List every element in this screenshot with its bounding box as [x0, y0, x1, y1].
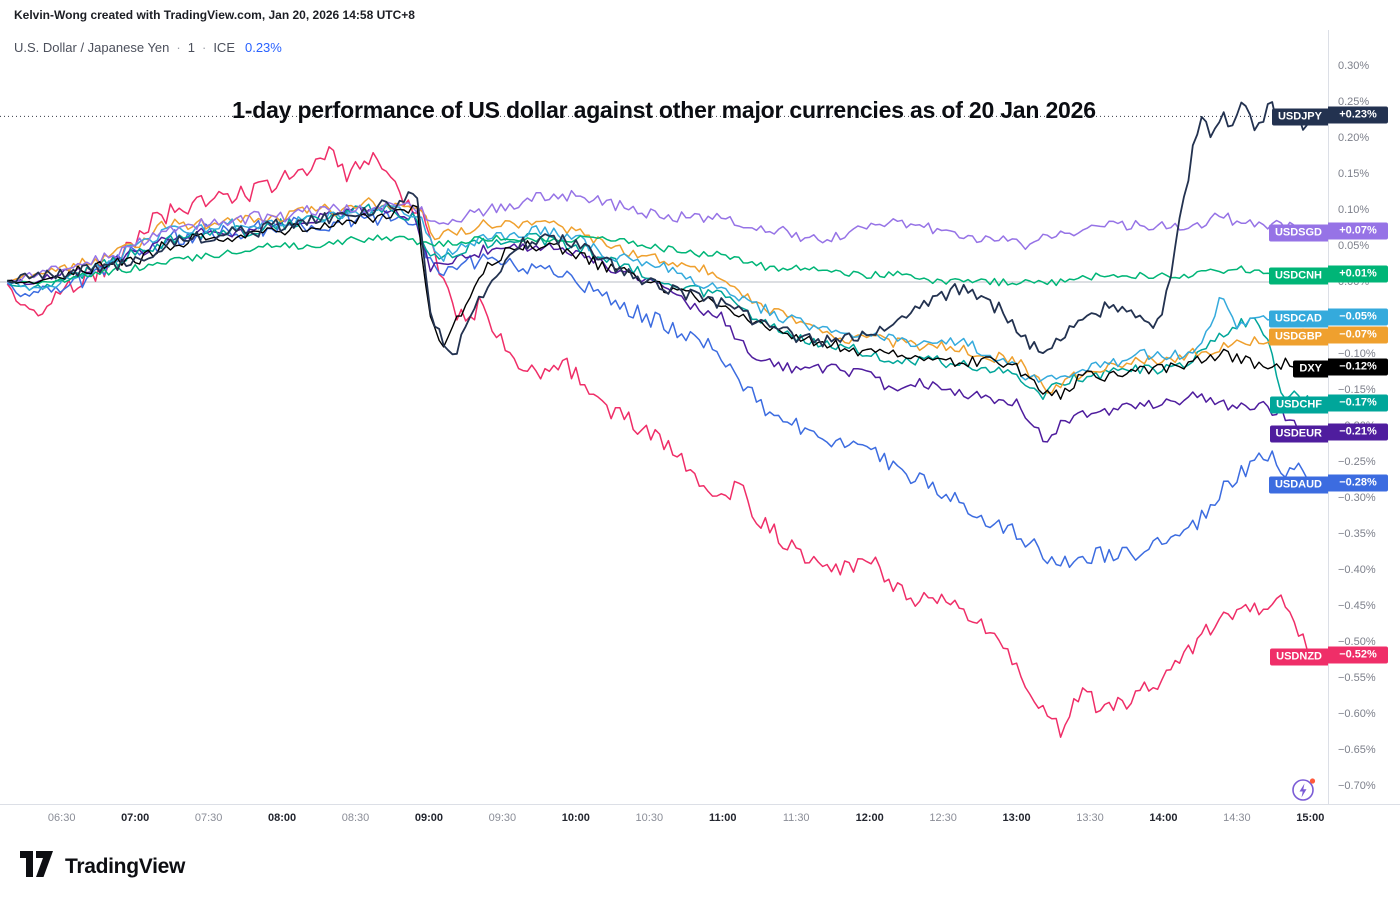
series-badges-layer: USDJPY +0.23% USDSGD +0.07% USDCNH +0.01% USDC… — [0, 30, 1400, 832]
time-axis-label: 08:00 — [267, 812, 297, 824]
price-scale-label: 0.15% — [1338, 168, 1370, 180]
series-line-usdjpy[interactable] — [6, 101, 1312, 356]
series-badge-name: USDCHF — [1270, 396, 1328, 414]
symbol-info-row[interactable]: U.S. Dollar / Japanese Yen · 1 · ICE 0.23% — [14, 40, 282, 55]
series-badge-name: USDSGD — [1268, 224, 1328, 242]
series-badge-usdcnh[interactable]: USDCNH +0.01% — [1268, 265, 1388, 285]
series-badge-value: +0.23% — [1328, 106, 1388, 124]
time-axis-label: 07:30 — [194, 812, 223, 824]
price-scale-label: −0.70% — [1338, 780, 1376, 792]
series-badge-value: −0.28% — [1328, 474, 1388, 492]
price-scale-label: −0.10% — [1338, 348, 1376, 360]
time-axis-label: 13:00 — [1002, 812, 1031, 824]
series-line-usdaud[interactable] — [6, 209, 1312, 569]
series-badge-usdgbp[interactable]: USDGBP −0.07% — [1268, 326, 1388, 346]
series-badge-value: −0.52% — [1328, 646, 1388, 664]
price-scale-label: 0.05% — [1338, 240, 1370, 252]
series-badge-usdsgd[interactable]: USDSGD +0.07% — [1268, 222, 1388, 242]
time-axis-label: 12:00 — [855, 812, 884, 824]
series-badge-usdcad[interactable]: USDCAD −0.05% — [1268, 308, 1388, 328]
series-badge-dxy[interactable]: DXY −0.12% — [1293, 358, 1388, 378]
series-line-usdcad[interactable] — [7, 204, 1311, 383]
price-scale-label: −0.35% — [1338, 528, 1376, 540]
series-badge-name: USDNZD — [1270, 648, 1328, 666]
time-axis-label: 09:30 — [488, 812, 517, 824]
symbol-exchange: ICE — [213, 40, 235, 55]
series-badge-value: −0.07% — [1328, 326, 1388, 344]
series-badge-name: USDCNH — [1268, 267, 1328, 285]
lightning-button[interactable] — [1290, 775, 1318, 803]
time-axis-label: 12:30 — [929, 812, 957, 824]
series-badge-usdchf[interactable]: USDCHF −0.17% — [1270, 394, 1388, 414]
price-scale-label: −0.30% — [1338, 492, 1376, 504]
series-badge-value: −0.17% — [1328, 394, 1388, 412]
price-scale-label: 0.25% — [1338, 96, 1370, 108]
series-line-usdgbp[interactable] — [7, 197, 1311, 394]
price-scale-label: −0.60% — [1338, 708, 1376, 720]
time-axis-label: 11:30 — [782, 812, 810, 824]
time-axis-label: 14:30 — [1223, 812, 1251, 824]
time-axis-label: 11:00 — [708, 812, 737, 824]
chart-area[interactable]: 1-day performance of US dollar against o… — [0, 30, 1400, 833]
time-axis-label: 10:30 — [635, 812, 664, 824]
price-scale-label: 0.20% — [1338, 132, 1370, 144]
price-scale-label: −0.65% — [1338, 744, 1376, 756]
series-line-usdsgd[interactable] — [6, 189, 1312, 284]
time-axis-label: 10:00 — [561, 812, 590, 824]
attribution-text: Kelvin-Wong created with TradingView.com… — [14, 8, 415, 22]
price-scale-label: −0.55% — [1338, 672, 1376, 684]
time-axis[interactable]: 06:30 07:00 07:30 08:00 08:30 09:00 09:30 10:00… — [0, 804, 1400, 833]
symbol-name[interactable]: U.S. Dollar / Japanese Yen — [14, 40, 170, 55]
series-badge-name: USDAUD — [1268, 476, 1328, 494]
series-badge-name: DXY — [1293, 360, 1328, 378]
series-badge-value: −0.05% — [1328, 308, 1388, 326]
series-badge-value: +0.07% — [1328, 222, 1388, 240]
chart-plot[interactable] — [0, 30, 1328, 804]
series-badge-value: +0.01% — [1328, 265, 1388, 283]
price-scale-label: 0.10% — [1338, 204, 1370, 216]
price-scale-label: −0.50% — [1338, 636, 1376, 648]
footer: TradingView — [20, 851, 185, 882]
price-scale-label: −0.15% — [1338, 384, 1376, 396]
series-badge-usdaud[interactable]: USDAUD −0.28% — [1268, 474, 1388, 494]
series-badge-usdeur[interactable]: USDEUR −0.21% — [1269, 423, 1388, 443]
series-badge-name: USDCAD — [1268, 310, 1328, 328]
price-scale-label: −0.25% — [1338, 456, 1376, 468]
series-badge-name: USDGBP — [1268, 328, 1328, 346]
time-axis-label: 13:30 — [1076, 812, 1104, 824]
series-badge-value: −0.12% — [1328, 358, 1388, 376]
series-badge-usdjpy[interactable]: USDJPY +0.23% — [1271, 106, 1388, 126]
time-axis-label: 14:00 — [1149, 812, 1178, 824]
series-badge-usdnzd[interactable]: USDNZD −0.52% — [1270, 646, 1388, 666]
tradingview-logo-icon[interactable] — [20, 851, 54, 882]
series-line-usdcnh[interactable] — [7, 234, 1311, 287]
price-scale-label: −0.45% — [1338, 600, 1376, 612]
time-axis-label: 15:00 — [1296, 812, 1325, 824]
separator-dot: · — [201, 40, 207, 55]
separator-dot: · — [176, 40, 181, 55]
symbol-change: 0.23% — [244, 40, 282, 55]
time-axis-label: 09:00 — [414, 812, 444, 824]
series-badge-value: −0.21% — [1328, 423, 1388, 441]
series-line-dxy[interactable] — [7, 204, 1311, 400]
time-axis-label: 06:30 — [47, 812, 76, 824]
chart-title: 1-day performance of US dollar against o… — [232, 97, 1096, 123]
price-scale-label: 0.30% — [1338, 60, 1370, 72]
series-line-usdnzd[interactable] — [6, 146, 1312, 738]
tradingview-logo-text[interactable]: TradingView — [65, 854, 186, 878]
time-axis-label: 08:30 — [341, 812, 370, 824]
series-badge-name: USDJPY — [1271, 108, 1328, 126]
price-scale-label: −0.40% — [1338, 564, 1376, 576]
time-axis-label: 07:00 — [121, 812, 150, 824]
series-badge-name: USDEUR — [1269, 425, 1328, 443]
symbol-interval[interactable]: 1 — [187, 40, 195, 55]
